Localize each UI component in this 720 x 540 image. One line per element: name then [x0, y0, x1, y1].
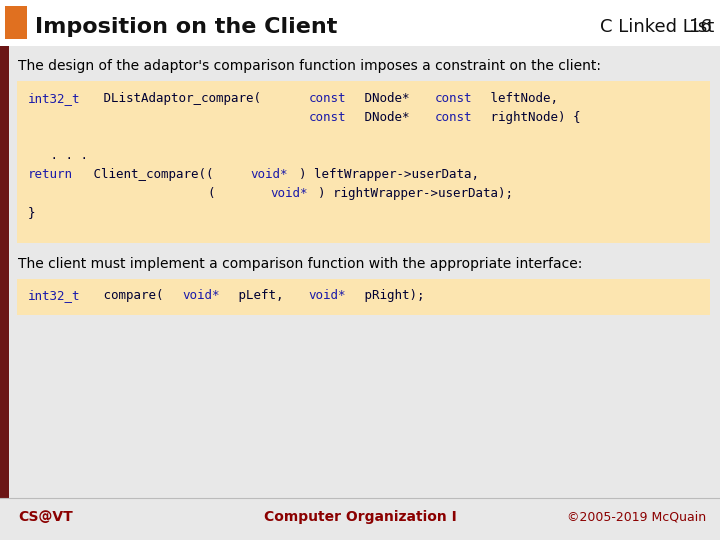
Bar — [5, 6, 27, 39]
Text: int32_t: int32_t — [28, 289, 81, 302]
Bar — [0, 498, 720, 540]
Text: ) rightWrapper->userData);: ) rightWrapper->userData); — [318, 187, 513, 200]
Text: void*: void* — [183, 289, 220, 302]
Text: pRight);: pRight); — [357, 289, 425, 302]
Text: int32_t: int32_t — [28, 92, 81, 105]
Text: CS@VT: CS@VT — [18, 510, 73, 524]
Bar — [0, 46, 9, 501]
Text: The design of the adaptor's comparison function imposes a constraint on the clie: The design of the adaptor's comparison f… — [18, 59, 601, 73]
Text: void*: void* — [309, 289, 346, 302]
Text: compare(: compare( — [96, 289, 163, 302]
Text: ) leftWrapper->userData,: ) leftWrapper->userData, — [299, 168, 479, 181]
Text: const: const — [434, 111, 472, 124]
Text: const: const — [434, 92, 472, 105]
Text: Computer Organization I: Computer Organization I — [264, 510, 456, 524]
Text: ©2005-2019 McQuain: ©2005-2019 McQuain — [567, 510, 706, 523]
Text: void*: void* — [270, 187, 307, 200]
Text: pLeft,: pLeft, — [231, 289, 291, 302]
Text: return: return — [28, 168, 73, 181]
Bar — [17, 279, 710, 315]
Text: (: ( — [28, 187, 215, 200]
Text: DNode*: DNode* — [357, 92, 417, 105]
Text: 16: 16 — [689, 18, 712, 36]
Text: DNode*: DNode* — [357, 111, 417, 124]
Text: DListAdaptor_compare(: DListAdaptor_compare( — [96, 92, 261, 105]
Bar — [0, 0, 720, 46]
Text: }: } — [28, 206, 35, 219]
Bar — [17, 81, 710, 243]
Text: rightNode) {: rightNode) { — [483, 111, 580, 124]
Text: const: const — [309, 92, 346, 105]
Text: void*: void* — [251, 168, 288, 181]
Text: The client must implement a comparison function with the appropriate interface:: The client must implement a comparison f… — [18, 257, 582, 271]
Text: C Linked List: C Linked List — [600, 18, 714, 36]
Text: const: const — [309, 111, 346, 124]
Text: Client_compare((: Client_compare(( — [86, 168, 214, 181]
Text: leftNode,: leftNode, — [483, 92, 558, 105]
Text: Imposition on the Client: Imposition on the Client — [35, 17, 338, 37]
Text: . . .: . . . — [28, 149, 88, 162]
Bar — [9, 46, 720, 501]
